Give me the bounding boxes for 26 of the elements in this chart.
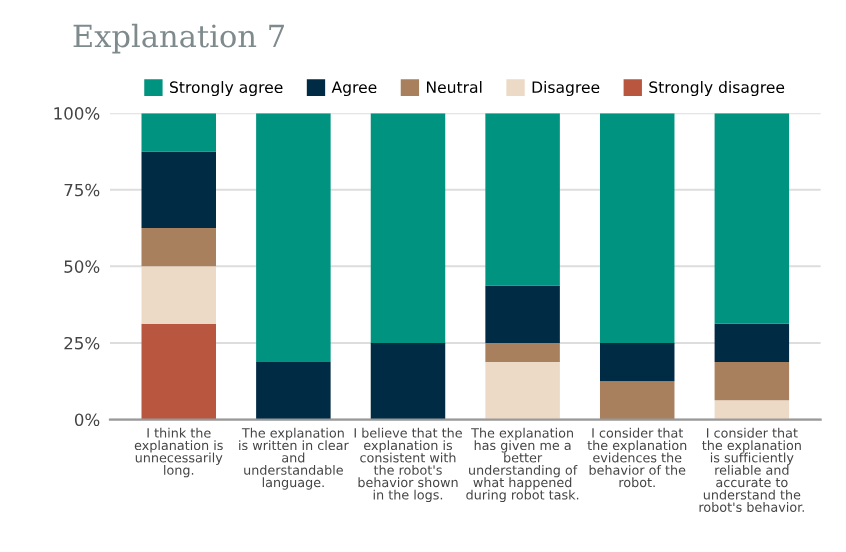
y-tick-label: 0% — [74, 413, 100, 427]
bar — [370, 113, 446, 343]
bar — [599, 381, 675, 420]
bar — [485, 113, 560, 286]
bar — [714, 113, 790, 324]
bar — [599, 113, 675, 343]
chart-title: Explanation 7 — [73, 23, 284, 54]
bar — [141, 113, 216, 152]
bar — [141, 228, 216, 267]
bar — [714, 362, 790, 401]
y-tick-label: 100% — [54, 107, 100, 120]
bar — [256, 113, 331, 363]
bar — [485, 342, 560, 363]
bar — [141, 151, 216, 229]
bar — [485, 362, 560, 420]
bar — [256, 362, 331, 420]
bar — [599, 342, 675, 382]
bar — [485, 285, 560, 343]
y-tick-label: 75% — [64, 183, 100, 197]
bar — [714, 400, 790, 420]
bar — [714, 323, 790, 363]
bar — [141, 266, 216, 324]
y-tick-label: 25% — [64, 336, 100, 350]
bar — [141, 323, 216, 420]
y-tick-label: 50% — [64, 260, 100, 273]
bar — [370, 342, 446, 420]
